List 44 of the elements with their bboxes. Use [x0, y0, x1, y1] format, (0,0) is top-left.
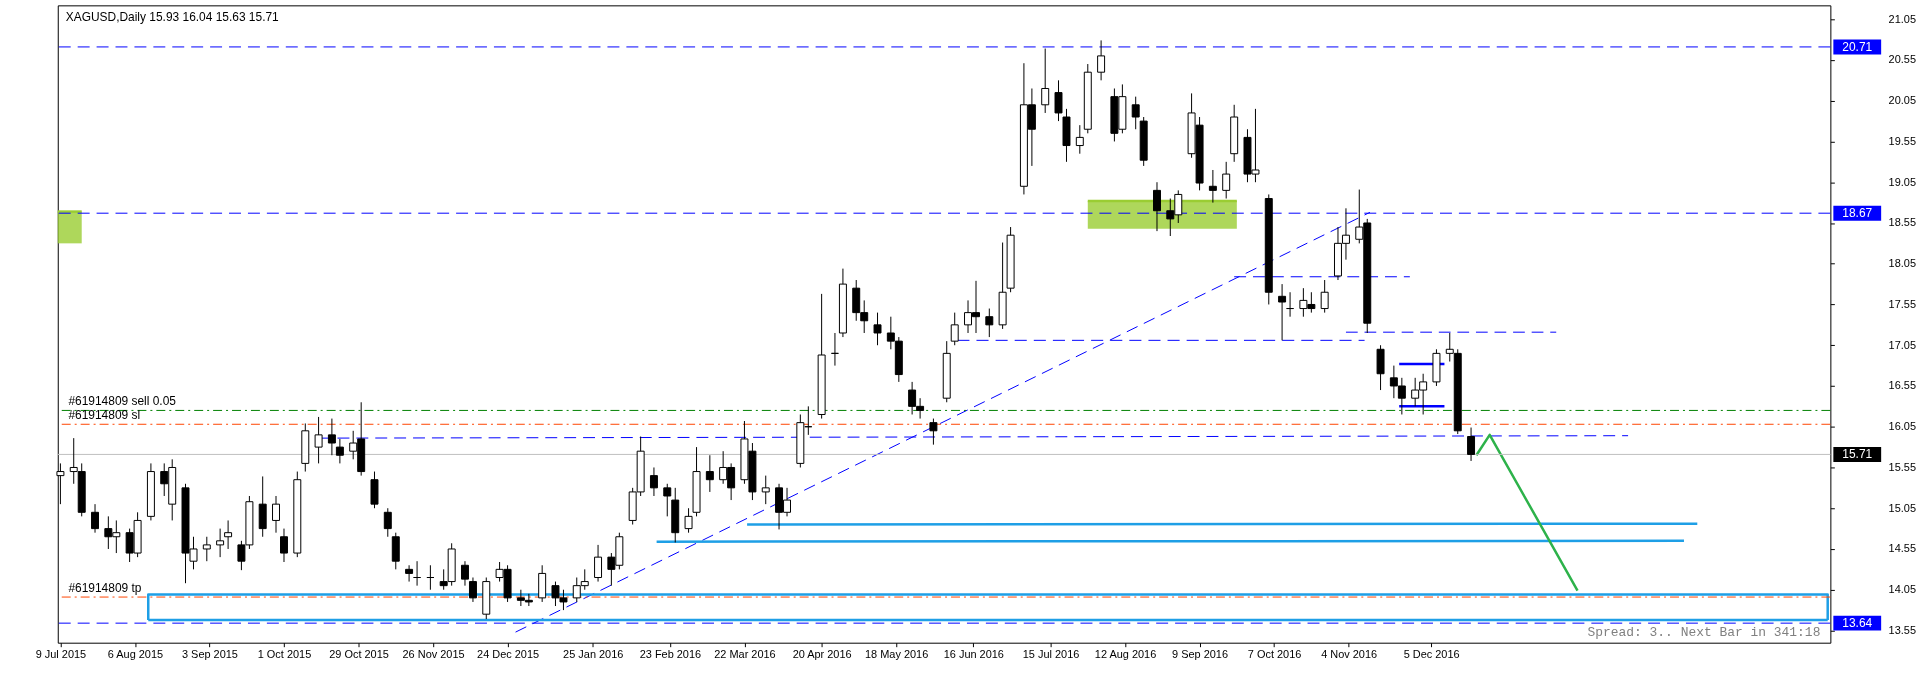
y-tick-label: 15.55 — [1888, 460, 1916, 473]
ref-line-label: 13.64 — [1842, 616, 1873, 631]
x-tick-label: 1 Oct 2015 — [257, 648, 312, 661]
x-tick-label: 22 Mar 2016 — [714, 648, 776, 661]
x-tick-label: 20 Apr 2016 — [792, 648, 852, 661]
ref-line-label: 18.67 — [1842, 206, 1873, 221]
y-tick-label: 15.05 — [1888, 501, 1916, 514]
ref-line-label: 20.71 — [1842, 39, 1873, 54]
x-tick-label: 26 Nov 2015 — [402, 648, 465, 661]
x-tick-label: 5 Dec 2016 — [1403, 648, 1460, 661]
y-tick-label: 16.55 — [1888, 379, 1916, 392]
chart-title: XAGUSD,Daily 15.93 16.04 15.63 15.71 — [65, 10, 280, 25]
x-tick-label: 16 Jun 2016 — [943, 648, 1004, 661]
y-tick-label: 13.55 — [1888, 623, 1916, 636]
annotation: Spread: 3.. Next Bar in 341:18 — [1587, 624, 1821, 640]
x-tick-label: 9 Jul 2015 — [35, 648, 87, 661]
x-tick-label: 24 Dec 2015 — [477, 648, 540, 661]
ref-line-label: 15.71 — [1842, 447, 1873, 462]
x-tick-label: 4 Nov 2016 — [1321, 648, 1378, 661]
x-tick-label: 15 Jul 2016 — [1022, 648, 1080, 661]
y-tick-label: 19.05 — [1888, 175, 1916, 188]
x-tick-label: 23 Feb 2016 — [639, 648, 702, 661]
x-tick-label: 18 May 2016 — [865, 648, 929, 661]
x-tick-label: 12 Aug 2016 — [1094, 648, 1157, 661]
x-tick-label: 7 Oct 2016 — [1247, 648, 1302, 661]
y-tick-label: 18.55 — [1888, 216, 1916, 229]
x-tick-label: 25 Jan 2016 — [563, 648, 624, 661]
annotation: #61914809 tp — [68, 581, 142, 596]
annotation: #61914809 sl — [68, 408, 141, 423]
y-tick-label: 16.05 — [1888, 420, 1916, 433]
y-tick-label: 20.55 — [1888, 53, 1916, 66]
y-tick-label: 19.55 — [1888, 134, 1916, 147]
y-tick-label: 20.05 — [1888, 94, 1916, 107]
x-tick-label: 9 Sep 2016 — [1172, 648, 1229, 661]
x-tick-label: 29 Oct 2015 — [329, 648, 389, 661]
y-tick-label: 18.05 — [1888, 257, 1916, 270]
y-tick-label: 17.55 — [1888, 297, 1916, 310]
annotation: #61914809 sell 0.05 — [68, 394, 177, 409]
y-tick-label: 14.55 — [1888, 542, 1916, 555]
y-tick-label: 17.05 — [1888, 338, 1916, 351]
y-tick-label: 14.05 — [1888, 583, 1916, 596]
y-tick-label: 21.05 — [1888, 12, 1916, 25]
x-tick-label: 3 Sep 2015 — [181, 648, 238, 661]
x-tick-label: 6 Aug 2015 — [107, 648, 164, 661]
